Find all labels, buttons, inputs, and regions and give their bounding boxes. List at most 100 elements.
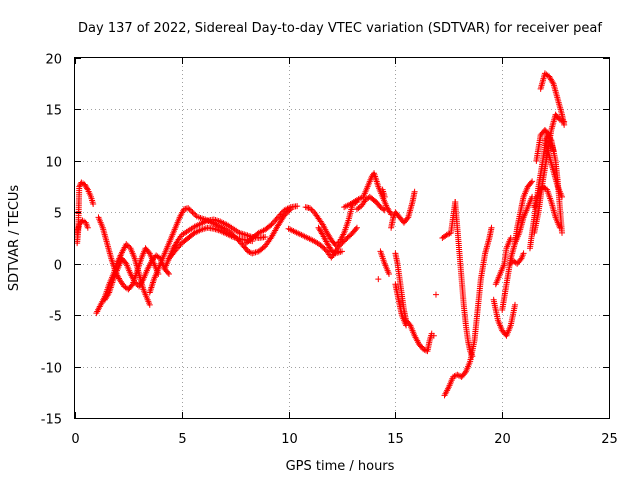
data-point xyxy=(450,373,457,380)
data-point xyxy=(529,178,536,185)
data-point xyxy=(507,235,514,241)
series-arc-8 xyxy=(242,203,301,247)
data-point xyxy=(380,206,387,213)
data-point xyxy=(172,247,179,254)
x-tick-label: 5 xyxy=(178,432,186,447)
data-point xyxy=(128,282,135,289)
data-point xyxy=(443,231,450,238)
chart-title: Day 137 of 2022, Sidereal Day-to-day VTE… xyxy=(78,21,602,36)
y-tick-labels: -15 -10 -5 0 5 10 15 20 xyxy=(41,53,62,428)
data-point xyxy=(335,239,342,246)
x-tick-label: 0 xyxy=(71,432,79,447)
x-tick-label: 20 xyxy=(494,432,511,447)
data-point xyxy=(387,209,394,216)
y-tick-label: -15 xyxy=(41,413,62,428)
data-point xyxy=(545,130,552,137)
series-arc-29 xyxy=(512,178,536,247)
data-point xyxy=(246,249,253,256)
data-point xyxy=(234,236,241,243)
data-point xyxy=(512,301,519,308)
data-point xyxy=(165,271,172,277)
series-arc-20 xyxy=(430,332,437,339)
data-point xyxy=(559,193,566,200)
series-arc-24 xyxy=(452,199,476,360)
series-arc-16 xyxy=(388,188,418,231)
data-point xyxy=(469,353,476,360)
data-point xyxy=(381,207,388,214)
data-point xyxy=(269,220,276,227)
data-point xyxy=(90,201,97,208)
data-point xyxy=(245,248,252,255)
data-point xyxy=(192,212,199,219)
data-point xyxy=(559,229,566,236)
plot-frame xyxy=(74,57,610,419)
data-point xyxy=(294,203,301,210)
data-point xyxy=(276,212,283,219)
series-arc-21 xyxy=(432,291,439,298)
data-point xyxy=(236,238,243,245)
data-point xyxy=(76,183,83,190)
data-point xyxy=(332,242,339,249)
data-point xyxy=(334,240,341,247)
series-arc-26 xyxy=(492,235,514,288)
data-point xyxy=(164,269,171,276)
data-point xyxy=(529,193,536,200)
data-point xyxy=(235,237,242,244)
y-tick-label: 5 xyxy=(54,207,62,222)
series-arc-23 xyxy=(441,224,495,399)
data-point xyxy=(105,290,112,297)
y-tick-label: 10 xyxy=(45,156,62,171)
data-point xyxy=(190,210,197,217)
series-arc-10 xyxy=(302,199,360,249)
data-point xyxy=(278,210,285,217)
data-point xyxy=(126,243,133,250)
x-tick-label: 10 xyxy=(281,432,298,447)
data-points xyxy=(74,70,568,399)
data-point xyxy=(308,206,315,213)
data-point xyxy=(268,221,275,228)
data-point xyxy=(139,277,146,284)
data-point xyxy=(186,206,193,213)
series-arc-early-a xyxy=(74,217,91,236)
data-point xyxy=(318,230,325,237)
series-arc-4 xyxy=(146,205,200,296)
data-point xyxy=(176,243,183,250)
series-arc-17 xyxy=(377,248,392,277)
data-point xyxy=(274,214,281,221)
series-arc-28 xyxy=(507,250,527,267)
x-tick-label: 15 xyxy=(387,432,404,447)
data-point xyxy=(188,207,195,214)
data-point xyxy=(233,234,240,241)
data-point xyxy=(353,224,360,231)
series-arc-6 xyxy=(165,224,256,262)
data-point xyxy=(339,248,345,255)
data-point xyxy=(189,209,196,216)
y-axis-label: SDTVAR / TECUs xyxy=(7,185,22,292)
data-point xyxy=(185,205,192,212)
data-point xyxy=(277,211,284,218)
data-point xyxy=(124,242,131,249)
data-point xyxy=(445,231,452,238)
series-arc-19 xyxy=(392,281,410,329)
data-point xyxy=(123,241,130,248)
series-arc-14 xyxy=(379,186,388,200)
data-point xyxy=(84,185,91,192)
data-point xyxy=(131,279,138,286)
series-arc-32 xyxy=(533,127,557,164)
data-point xyxy=(549,79,556,86)
series-arc-33 xyxy=(537,70,568,128)
data-point xyxy=(272,217,279,224)
x-tick-labels: 0 5 10 15 20 25 xyxy=(71,432,617,447)
series-arc-15 xyxy=(375,276,382,283)
data-point xyxy=(561,121,568,128)
y-tick-label: 15 xyxy=(45,104,62,119)
series-arc-9 xyxy=(285,224,360,261)
y-tick-label: 0 xyxy=(54,259,62,274)
axis-ticks xyxy=(75,58,610,419)
y-tick-label: 20 xyxy=(45,53,62,68)
series-arc-35 xyxy=(531,183,563,231)
data-point xyxy=(528,179,535,186)
y-tick-label: -10 xyxy=(41,362,62,377)
